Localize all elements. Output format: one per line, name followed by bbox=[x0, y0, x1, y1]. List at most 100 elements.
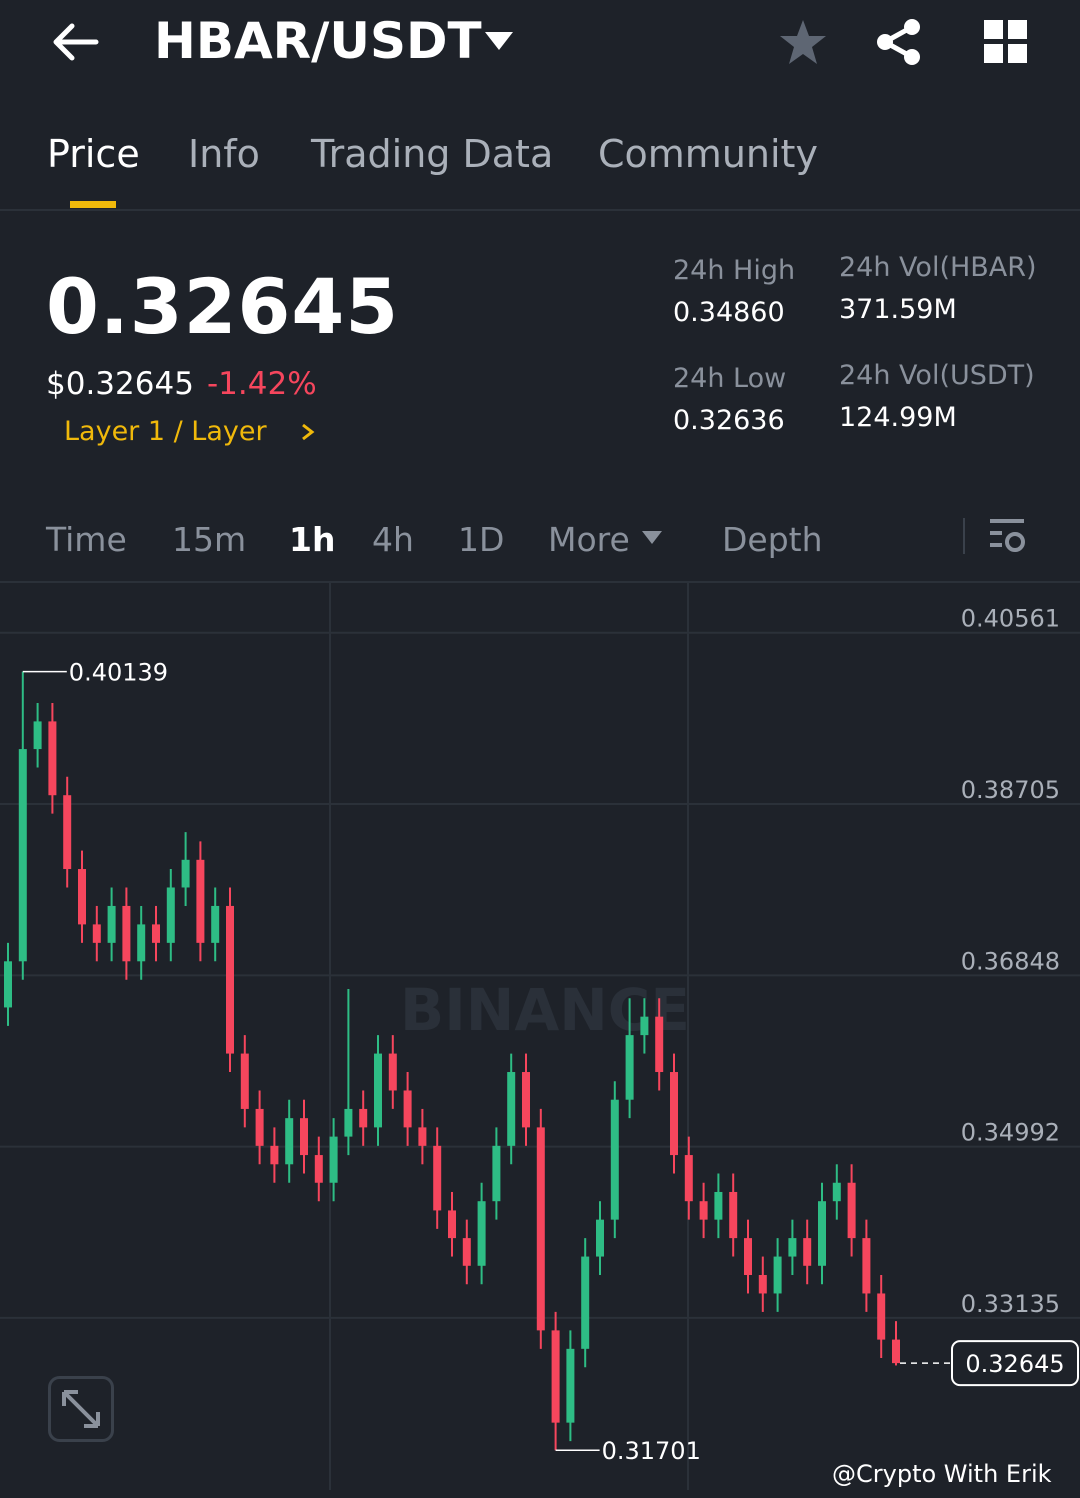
interval[interactable]: 1D bbox=[458, 520, 505, 559]
candle-body bbox=[359, 1108, 368, 1128]
candle-body bbox=[255, 1108, 264, 1146]
candle-body bbox=[670, 1072, 678, 1156]
candle-body bbox=[92, 924, 101, 943]
candle-body bbox=[536, 1127, 545, 1331]
candle-body bbox=[640, 1016, 649, 1036]
stat-value: 0.34860 bbox=[673, 297, 785, 328]
tab[interactable]: Community bbox=[598, 132, 818, 176]
chevron[interactable] bbox=[300, 422, 316, 442]
candle-body bbox=[18, 749, 27, 962]
fullscreen-button[interactable] bbox=[48, 1376, 114, 1442]
candle-body bbox=[329, 1136, 338, 1183]
stat-label: 24h Low bbox=[673, 363, 787, 394]
candle-body bbox=[418, 1127, 427, 1146]
candle-body bbox=[300, 1118, 308, 1156]
candle-body bbox=[699, 1201, 708, 1220]
candle-body bbox=[714, 1191, 723, 1220]
candle-body bbox=[758, 1275, 767, 1294]
low-label: 0.31701 bbox=[602, 1437, 701, 1465]
interval[interactable]: Time bbox=[46, 520, 127, 559]
interval[interactable]: Depth bbox=[722, 520, 823, 559]
candle-body bbox=[566, 1348, 575, 1423]
candle-body bbox=[877, 1293, 886, 1340]
category-link[interactable]: Layer 1 / Layer bbox=[64, 416, 267, 447]
tab[interactable]: Trading Data bbox=[311, 132, 554, 176]
candle-body bbox=[211, 905, 220, 943]
candle-body bbox=[610, 1099, 619, 1220]
divider bbox=[0, 581, 1080, 583]
candle-body bbox=[477, 1201, 486, 1266]
chart-settings-icon[interactable] bbox=[988, 518, 1028, 556]
candle-body bbox=[744, 1238, 752, 1276]
stat-value: 371.59M bbox=[839, 294, 957, 325]
pair-title[interactable]: HBAR/USDT bbox=[154, 12, 482, 70]
candle-body bbox=[551, 1330, 560, 1423]
price-change: -1.42% bbox=[207, 366, 317, 402]
candle-body bbox=[166, 887, 175, 943]
candle-body bbox=[581, 1256, 590, 1349]
stat-label: 24h Vol(USDT) bbox=[839, 360, 1035, 391]
candle-body bbox=[33, 721, 42, 750]
candle-body bbox=[522, 1072, 530, 1128]
interval[interactable]: 4h bbox=[372, 520, 414, 559]
candle-body bbox=[196, 859, 205, 943]
stat-label: 24h Vol(HBAR) bbox=[839, 252, 1037, 283]
divider bbox=[0, 209, 1080, 211]
candle-body bbox=[892, 1339, 900, 1364]
stat-value: 0.32636 bbox=[673, 405, 785, 436]
candle-body bbox=[625, 1035, 634, 1100]
more-dropdown[interactable] bbox=[641, 530, 663, 546]
candle-body bbox=[773, 1256, 782, 1294]
favorite-icon[interactable] bbox=[778, 18, 828, 66]
back-button[interactable] bbox=[50, 22, 102, 62]
candle-body bbox=[729, 1191, 738, 1239]
last-price-label: 0.32645 bbox=[965, 1350, 1064, 1378]
candle-body bbox=[803, 1238, 812, 1266]
layout-icon[interactable] bbox=[984, 20, 1028, 64]
candle-body bbox=[63, 795, 72, 870]
candle-body bbox=[492, 1145, 501, 1202]
candle-body bbox=[655, 1016, 664, 1073]
usd-price: $0.32645 bbox=[46, 366, 194, 402]
y-tick-label: 0.40561 bbox=[961, 605, 1060, 633]
y-tick-label: 0.36848 bbox=[961, 947, 1060, 975]
credit: @Crypto With Erik bbox=[832, 1460, 1052, 1488]
candle-body bbox=[433, 1145, 442, 1211]
high-label: 0.40139 bbox=[69, 659, 168, 687]
candle-body bbox=[596, 1219, 604, 1257]
candle-body bbox=[847, 1182, 856, 1239]
y-tick-label: 0.38705 bbox=[961, 776, 1060, 804]
candle-body bbox=[78, 869, 86, 925]
candle-body bbox=[137, 924, 146, 962]
candle-body bbox=[122, 905, 131, 962]
candle-body bbox=[270, 1145, 279, 1165]
candle-body bbox=[388, 1053, 397, 1091]
y-tick-label: 0.33135 bbox=[961, 1290, 1060, 1318]
candle-body bbox=[818, 1201, 826, 1266]
candle-body bbox=[152, 924, 160, 943]
candle-body bbox=[832, 1182, 841, 1202]
tab-indicator bbox=[70, 201, 116, 208]
stat-value: 124.99M bbox=[839, 402, 957, 433]
candle-body bbox=[448, 1210, 456, 1239]
candle-body bbox=[374, 1053, 382, 1128]
interval[interactable]: 1h bbox=[289, 520, 336, 559]
candle-body bbox=[862, 1238, 871, 1294]
interval[interactable]: More bbox=[548, 520, 630, 559]
candle-body bbox=[107, 905, 116, 943]
interval[interactable]: 15m bbox=[172, 520, 247, 559]
tab[interactable]: Info bbox=[188, 132, 260, 176]
candle-body bbox=[684, 1155, 693, 1202]
candle-body bbox=[240, 1053, 249, 1109]
candle-body bbox=[226, 905, 234, 1054]
separator bbox=[963, 518, 965, 554]
y-tick-label: 0.34992 bbox=[961, 1119, 1060, 1147]
candle-body bbox=[48, 721, 57, 796]
share-icon[interactable] bbox=[874, 18, 924, 66]
candle-body bbox=[344, 1108, 353, 1137]
pair-dropdown[interactable] bbox=[484, 30, 514, 52]
tab[interactable]: Price bbox=[47, 132, 140, 176]
candle-body bbox=[181, 859, 190, 888]
candle-body bbox=[285, 1118, 294, 1165]
